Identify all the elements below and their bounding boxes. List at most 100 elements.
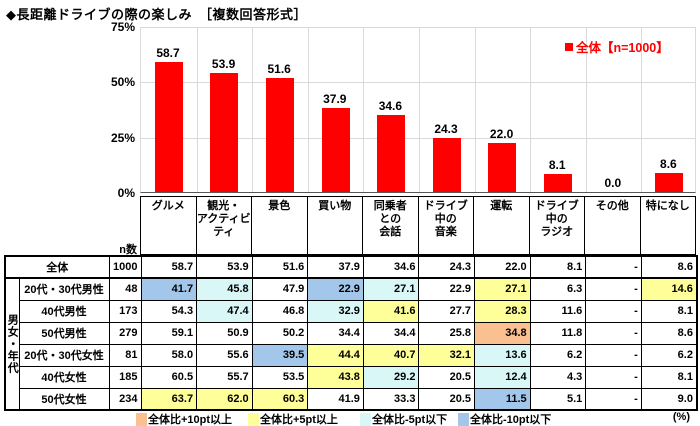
value-cell: 8.6 (640, 255, 698, 279)
value-cell: 11.5 (474, 387, 531, 411)
table-row: 50代男性 279 59.1 50.9 50.2 34.4 34.4 25.8 34.8 11.8… (5, 321, 698, 345)
table-row: 40代男性 173 54.3 47.4 46.8 32.9 41.6 27.7 28.3 11.6… (5, 299, 698, 323)
value-cell: 59.1 (140, 321, 198, 345)
value-cell: - (585, 343, 642, 367)
category-header-cell: ドライブ 中の 音楽 (419, 197, 474, 254)
value-cell: 41.6 (362, 299, 420, 323)
value-cell: - (585, 255, 642, 279)
highlight-legend-label: 全体比-10pt以下 (470, 414, 552, 426)
highlight-legend-item: 全体比-10pt以下 (458, 411, 551, 426)
gridline (641, 27, 643, 192)
category-header-cell: ドライブ 中の ラジオ (530, 197, 585, 254)
value-cell: 12.4 (474, 365, 531, 389)
n-count-cell: 173 (108, 299, 142, 323)
value-cell: - (585, 321, 642, 345)
value-cell: 46.8 (251, 299, 309, 323)
unit-label: (%) (672, 411, 690, 423)
value-cell: 55.7 (196, 365, 253, 389)
row-label: 20代・30代男性 (18, 277, 110, 301)
bar-value-label: 51.6 (267, 61, 291, 76)
chart-legend: 全体【n=1000】 (565, 37, 669, 56)
table-row: 20代・30代女性 81 58.0 55.6 39.5 44.4 40.7 32.1 13.6 6… (5, 343, 698, 367)
value-cell: 5.1 (529, 387, 587, 411)
n-count-cell: 279 (108, 321, 142, 345)
bar-value-label: 8.1 (548, 158, 566, 173)
data-table: 全体 1000 58.7 53.9 51.6 37.9 34.6 24.3 22.0 8.1-8.… (4, 255, 698, 411)
value-cell: 44.4 (307, 343, 364, 367)
value-cell: 11.8 (529, 321, 587, 345)
n-count-cell: 185 (108, 365, 142, 389)
bar (210, 72, 239, 192)
value-cell: 6.2 (529, 343, 587, 367)
value-cell: 45.8 (196, 277, 253, 301)
bar-value-label: 53.9 (211, 56, 236, 71)
value-cell: 22.0 (474, 255, 531, 279)
value-cell: 28.3 (474, 299, 531, 323)
row-label: 20代・30代女性 (18, 343, 110, 367)
value-cell: - (585, 387, 642, 411)
value-cell: 51.6 (251, 255, 309, 279)
category-header-cell: 景色 (252, 197, 308, 254)
gridline (585, 27, 587, 192)
value-cell: 22.9 (418, 277, 476, 301)
row-label: 50代女性 (18, 387, 110, 411)
bar (266, 77, 294, 192)
value-cell: - (585, 277, 642, 301)
n-count-cell: 81 (108, 343, 142, 367)
value-cell: 60.5 (140, 365, 198, 389)
row-label: 40代男性 (18, 299, 110, 323)
value-cell: 41.9 (307, 387, 364, 411)
value-cell: 8.6 (640, 321, 698, 345)
legend-swatch-icon (360, 412, 371, 426)
gridline (141, 82, 695, 84)
gridline (252, 27, 254, 192)
value-cell: 13.6 (474, 343, 531, 367)
value-cell: 39.5 (251, 343, 309, 367)
value-cell: 9.0 (640, 387, 698, 411)
value-cell: 32.1 (418, 343, 476, 367)
page-title: ◆長距離ドライブの際の楽しみ ［複数回答形式］ (6, 7, 307, 22)
bar (432, 138, 461, 192)
chart-plot-area (140, 27, 696, 193)
value-cell: 60.3 (251, 387, 309, 411)
value-cell: 41.7 (140, 277, 198, 301)
category-header-row: グルメ 観光・ アクティビ ティ 景色 買い物 同乗者 との 会話 ドライブ 中の 音楽運… (140, 196, 696, 255)
value-cell: 27.1 (362, 277, 420, 301)
category-header-cell: グルメ (141, 197, 197, 254)
row-label: 40代女性 (18, 365, 110, 389)
value-cell: 50.9 (196, 321, 253, 345)
value-cell: 8.1 (640, 365, 698, 389)
value-cell: 20.5 (418, 365, 476, 389)
value-cell: 63.7 (140, 387, 198, 411)
value-cell: 14.6 (640, 277, 698, 301)
bar-value-label: 22.0 (489, 127, 514, 142)
value-cell: 53.5 (251, 365, 309, 389)
legend-marker-icon (565, 42, 573, 51)
bar-value-label: 37.9 (323, 92, 347, 107)
bar-value-label: 0.0 (604, 176, 622, 190)
y-tick-label: 75% (110, 20, 135, 34)
value-cell: 34.8 (474, 321, 531, 345)
highlight-legend-item: 全体比-5pt以下 (360, 411, 447, 426)
category-header-cell: 運転 (474, 197, 530, 254)
value-cell: 58.0 (140, 343, 198, 367)
chart-legend-label: 全体【n=1000】 (576, 41, 669, 55)
value-cell: 25.8 (418, 321, 476, 345)
value-cell: - (585, 299, 642, 323)
y-tick-label: 0% (117, 186, 135, 200)
value-cell: 37.9 (307, 255, 364, 279)
n-count-header: n数 (119, 244, 137, 256)
value-cell: 47.9 (251, 277, 309, 301)
bar (655, 172, 684, 192)
legend-swatch-icon (458, 412, 469, 426)
bar (321, 108, 350, 192)
gridline (530, 27, 532, 192)
value-cell: 6.3 (529, 277, 587, 301)
bar (488, 143, 517, 192)
value-cell: 27.1 (474, 277, 531, 301)
value-cell: 8.1 (640, 299, 698, 323)
gridline (141, 137, 695, 139)
category-header-cell: 同乗者 との 会話 (363, 197, 419, 254)
y-tick-label: 25% (110, 130, 135, 145)
